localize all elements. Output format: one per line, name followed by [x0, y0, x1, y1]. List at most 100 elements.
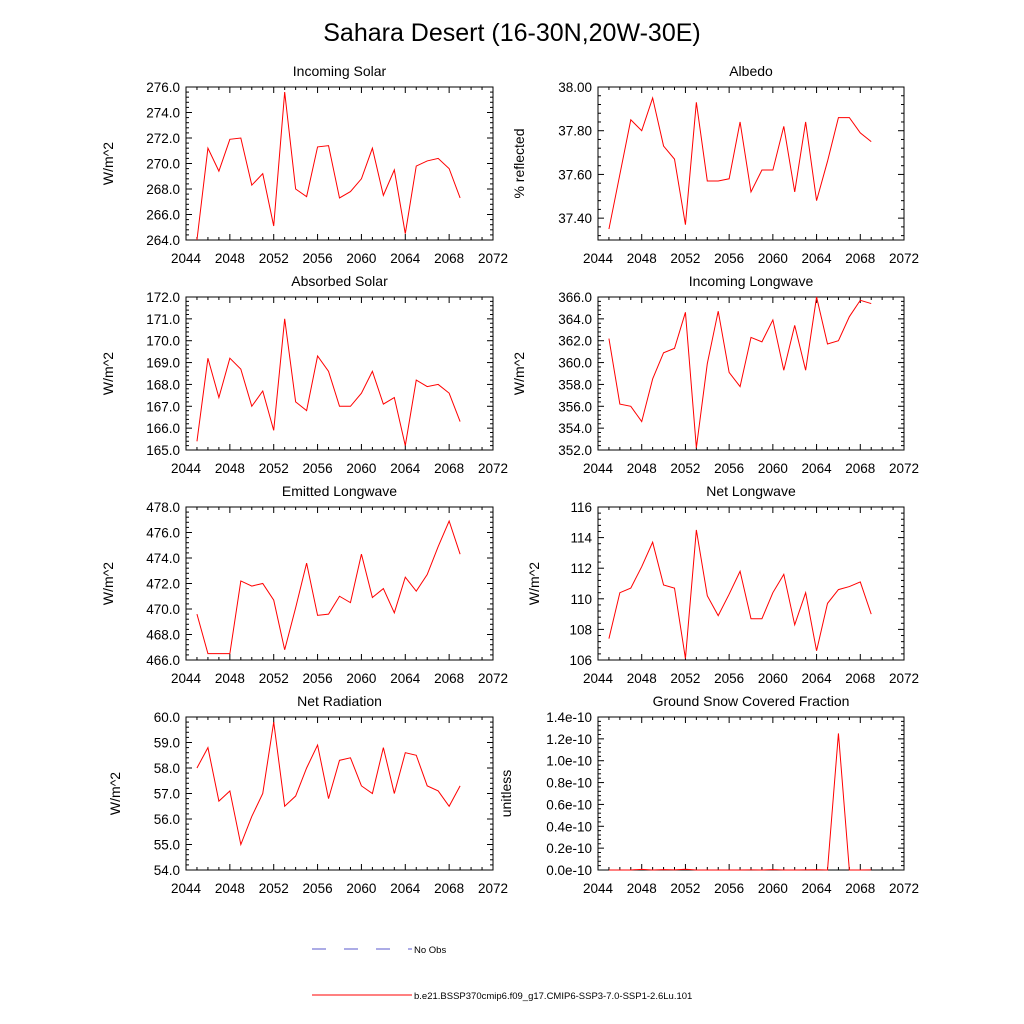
x-tick-label: 2056: [303, 251, 333, 266]
x-tick-label: 2060: [758, 881, 788, 896]
x-tick-label: 2060: [346, 881, 376, 896]
y-tick-label: 114: [570, 531, 592, 546]
plot-frame: [597, 716, 905, 871]
y-tick-label: 358.0: [558, 377, 592, 392]
y-axis-label: unitless: [498, 770, 514, 817]
panel-absorbed-solar: 2044 2048 2052 2056 2060 2064 2068 2072 165.0 166…: [100, 273, 508, 476]
x-tick-label: 2072: [889, 461, 919, 476]
x-tick-label: 2060: [758, 671, 788, 686]
y-tick-label: 1.4e-10: [546, 710, 592, 725]
y-tick-label: 1.0e-10: [546, 754, 592, 769]
series-line-absorbed-solar: [196, 318, 461, 446]
panel-ground-snow-covered-fraction: 2044 2048 2052 2056 2060 2064 2068 2072 0.0e-10 0…: [498, 693, 919, 896]
y-tick-label: 58.0: [154, 761, 180, 776]
panel-title: Ground Snow Covered Fraction: [653, 693, 850, 709]
x-tick-label: 2068: [434, 671, 464, 686]
plot-frame: [597, 86, 905, 241]
y-tick-label: 0.8e-10: [546, 776, 592, 791]
x-tick-label: 2072: [478, 881, 508, 896]
x-tick-label: 2060: [758, 461, 788, 476]
y-tick-label: 55.0: [154, 838, 180, 853]
panel-title: Net Longwave: [706, 483, 796, 499]
y-tick-label: 274.0: [146, 106, 180, 121]
x-tick-label: 2048: [627, 671, 657, 686]
x-tick-label: 2044: [583, 671, 614, 686]
panel-title: Net Radiation: [297, 693, 382, 709]
y-tick-label: 170.0: [146, 334, 180, 349]
x-tick-label: 2048: [215, 671, 245, 686]
panels: 2044 2048 2052 2056 2060 2064 2068 2072 264.0 266…: [100, 63, 919, 896]
panel-net-longwave: 2044 2048 2052 2056 2060 2064 2068 2072 106 108 11…: [526, 483, 919, 686]
y-tick-label: 0.0e-10: [546, 863, 592, 878]
legend: No Obs b.e21.BSSP370cmip6.f09_g17.CMIP6-…: [312, 945, 692, 1002]
y-tick-label: 167.0: [146, 399, 180, 414]
x-tick-label: 2044: [171, 251, 202, 266]
plot-frame: [597, 296, 905, 451]
plot-frame: [185, 716, 494, 871]
y-tick-label: 366.0: [558, 290, 592, 305]
x-tick-label: 2056: [714, 461, 744, 476]
y-tick-label: 116: [570, 500, 592, 515]
y-axis-label: W/m^2: [100, 562, 116, 605]
y-axis-label: W/m^2: [100, 352, 116, 395]
x-tick-label: 2060: [758, 251, 788, 266]
y-tick-label: 59.0: [154, 736, 180, 751]
panel-emitted-longwave: 2044 2048 2052 2056 2060 2064 2068 2072 466.0 468…: [100, 483, 508, 686]
y-tick-label: 478.0: [146, 500, 180, 515]
x-tick-label: 2072: [478, 671, 508, 686]
x-tick-label: 2048: [215, 251, 245, 266]
x-tick-label: 2068: [434, 461, 464, 476]
panel-incoming-solar: 2044 2048 2052 2056 2060 2064 2068 2072 264.0 266…: [100, 63, 508, 266]
y-tick-label: 0.6e-10: [546, 797, 592, 812]
series-line-ground-snow-covered-fraction: [608, 733, 872, 871]
series-line-albedo: [608, 96, 872, 230]
y-tick-label: 166.0: [146, 421, 180, 436]
panel-title: Absorbed Solar: [291, 273, 388, 289]
y-tick-label: 476.0: [146, 526, 180, 541]
series-line-emitted-longwave: [196, 519, 461, 655]
x-tick-label: 2072: [478, 461, 508, 476]
x-tick-label: 2064: [390, 461, 421, 476]
x-tick-label: 2056: [303, 671, 333, 686]
x-tick-label: 2060: [346, 671, 376, 686]
x-tick-label: 2052: [259, 461, 289, 476]
plot-frame: [597, 506, 905, 661]
plot-frame: [185, 86, 494, 241]
y-tick-label: 112: [570, 561, 592, 576]
x-tick-label: 2052: [670, 251, 700, 266]
x-tick-label: 2048: [215, 881, 245, 896]
x-tick-label: 2052: [259, 881, 289, 896]
panel-incoming-longwave: 2044 2048 2052 2056 2060 2064 2068 2072 352.0 354…: [511, 273, 919, 476]
x-tick-label: 2072: [478, 251, 508, 266]
y-axis-label: W/m^2: [526, 562, 542, 605]
y-tick-label: 106: [569, 653, 592, 668]
y-tick-label: 108: [569, 622, 592, 637]
panel-title: Albedo: [729, 63, 773, 79]
y-tick-label: 0.2e-10: [546, 841, 592, 856]
x-tick-label: 2044: [583, 251, 614, 266]
y-tick-label: 57.0: [154, 787, 180, 802]
y-tick-label: 169.0: [146, 356, 180, 371]
y-tick-label: 60.0: [154, 710, 180, 725]
y-tick-label: 276.0: [146, 80, 180, 95]
y-tick-label: 56.0: [154, 812, 180, 827]
x-tick-label: 2064: [802, 251, 833, 266]
x-tick-label: 2064: [802, 671, 833, 686]
y-tick-label: 360.0: [558, 356, 592, 371]
x-tick-label: 2068: [845, 251, 875, 266]
x-tick-label: 2044: [171, 671, 202, 686]
legend-obs-label: No Obs: [414, 945, 446, 956]
x-tick-label: 2052: [259, 251, 289, 266]
x-tick-label: 2048: [215, 461, 245, 476]
x-tick-label: 2056: [714, 251, 744, 266]
y-tick-label: 171.0: [146, 312, 180, 327]
x-tick-label: 2068: [434, 881, 464, 896]
y-tick-label: 266.0: [146, 208, 180, 223]
y-tick-label: 268.0: [146, 182, 180, 197]
x-tick-label: 2052: [670, 881, 700, 896]
panel-albedo: 2044 2048 2052 2056 2060 2064 2068 2072 37.40 37.…: [511, 63, 919, 266]
y-tick-label: 472.0: [146, 577, 180, 592]
y-tick-label: 264.0: [146, 233, 180, 248]
x-tick-label: 2044: [171, 881, 202, 896]
